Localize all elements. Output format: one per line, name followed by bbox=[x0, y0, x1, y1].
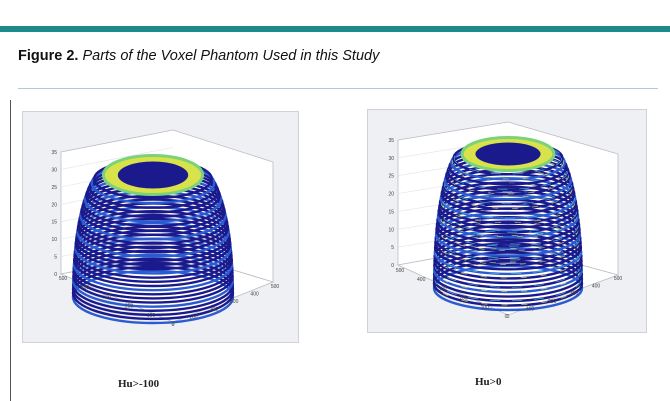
grid-line bbox=[60, 147, 174, 170]
y-tick-label: 200 bbox=[125, 304, 134, 310]
phantom-panel-hu-0: 0 5 10 15 20 25 30 35 0 100 200 300 400 500 0 100 200 300… bbox=[367, 109, 647, 333]
y-tick-label: 500 bbox=[396, 268, 405, 274]
contour-slice bbox=[74, 213, 232, 267]
contour-slice bbox=[434, 220, 582, 266]
tick-labels: 0510152025303501002003004005000100200300… bbox=[388, 138, 622, 320]
phantom-plot-hu-minus-100: 0510152025303501002003004005000100200300… bbox=[51, 129, 279, 328]
y-tick-label: 300 bbox=[438, 286, 447, 292]
contour-slice bbox=[433, 242, 583, 289]
x-tick-label: 0 bbox=[172, 322, 175, 328]
z-tick-label: 10 bbox=[51, 237, 57, 243]
x-tick-label: 300 bbox=[230, 299, 239, 305]
contour-slice bbox=[432, 255, 584, 303]
z-tick-label: 25 bbox=[51, 185, 57, 191]
z-tick-label: 0 bbox=[54, 272, 57, 278]
x-tick-label: 300 bbox=[570, 291, 579, 297]
z-tick-label: 30 bbox=[51, 167, 57, 173]
x-tick-label: 200 bbox=[548, 299, 557, 305]
z-tick-label: 0 bbox=[391, 263, 394, 269]
phantom-panel-hu-minus-100: 0 5 10 15 20 25 30 35 0 100 200 300 400 500 0 100 200 300… bbox=[22, 111, 299, 343]
x-tick-label: 100 bbox=[526, 306, 535, 312]
phantom-plot-hu-0: 0510152025303501002003004005000100200300… bbox=[388, 121, 622, 320]
z-tick-label: 35 bbox=[51, 150, 57, 156]
z-tick-label: 10 bbox=[388, 227, 394, 233]
contour-slice bbox=[438, 185, 578, 229]
contour-highlight bbox=[438, 191, 578, 233]
panel-caption-hu-0: Hu>0 bbox=[475, 376, 502, 388]
contour-slice bbox=[438, 181, 578, 225]
z-tick-label: 20 bbox=[51, 202, 57, 208]
contour-highlight bbox=[441, 178, 575, 219]
figure-title: Parts of the Voxel Phantom Used in this … bbox=[82, 48, 380, 64]
z-tick-label: 15 bbox=[388, 209, 394, 215]
z-tick-label: 5 bbox=[391, 245, 394, 251]
contour-slice bbox=[432, 246, 584, 294]
contour-slice bbox=[433, 238, 583, 285]
contour-slice bbox=[77, 198, 229, 250]
z-tick-label: 20 bbox=[388, 192, 394, 198]
x-tick-label: 400 bbox=[592, 284, 601, 290]
y-tick-label: 200 bbox=[459, 296, 468, 302]
figure-frame-border bbox=[10, 100, 11, 401]
top-core bbox=[117, 161, 189, 189]
caption-divider bbox=[18, 88, 658, 89]
x-tick-label: 100 bbox=[189, 314, 198, 320]
contour-slice bbox=[75, 209, 231, 262]
contour-slice bbox=[432, 251, 584, 298]
panel-caption-hu-minus-100: Hu>-100 bbox=[118, 378, 160, 390]
x-tick-label: 400 bbox=[250, 292, 259, 298]
y-tick-label: 300 bbox=[103, 294, 112, 300]
z-tick-label: 30 bbox=[388, 156, 394, 162]
y-tick-label: 0 bbox=[505, 314, 508, 320]
x-tick-label: 500 bbox=[614, 276, 623, 282]
contour-slice bbox=[433, 229, 583, 276]
y-tick-label: 100 bbox=[147, 313, 156, 319]
contour-highlight bbox=[448, 153, 568, 190]
contour-stack bbox=[432, 136, 584, 312]
y-tick-label: 500 bbox=[59, 276, 68, 282]
x-tick-label: 500 bbox=[271, 284, 280, 290]
contour-slice bbox=[74, 217, 232, 271]
z-tick-label: 15 bbox=[51, 220, 57, 226]
figure-caption: Figure 2. Parts of the Voxel Phantom Use… bbox=[18, 48, 379, 64]
contour-slice bbox=[74, 221, 232, 275]
contour-stack bbox=[71, 154, 235, 325]
top-core bbox=[475, 142, 541, 166]
x-tick-label: 0 bbox=[507, 314, 510, 320]
z-tick-label: 35 bbox=[388, 138, 394, 144]
y-tick-label: 400 bbox=[417, 277, 426, 283]
contour-highlight bbox=[447, 157, 569, 195]
figure-label-separator: . bbox=[74, 48, 79, 64]
y-tick-label: 0 bbox=[172, 322, 175, 328]
contour-slice bbox=[433, 224, 583, 271]
header-accent-bar bbox=[0, 26, 670, 32]
figure-label: Figure 2 bbox=[18, 48, 75, 64]
y-tick-label: 100 bbox=[481, 305, 490, 311]
contour-slice bbox=[433, 233, 583, 280]
x-tick-label: 200 bbox=[210, 307, 219, 313]
y-tick-label: 400 bbox=[81, 285, 90, 291]
z-tick-label: 25 bbox=[388, 174, 394, 180]
z-tick-label: 5 bbox=[54, 255, 57, 261]
contour-slice bbox=[432, 264, 584, 312]
contour-slice bbox=[432, 260, 584, 307]
tick-labels: 0510152025303501002003004005000100200300… bbox=[51, 150, 279, 328]
